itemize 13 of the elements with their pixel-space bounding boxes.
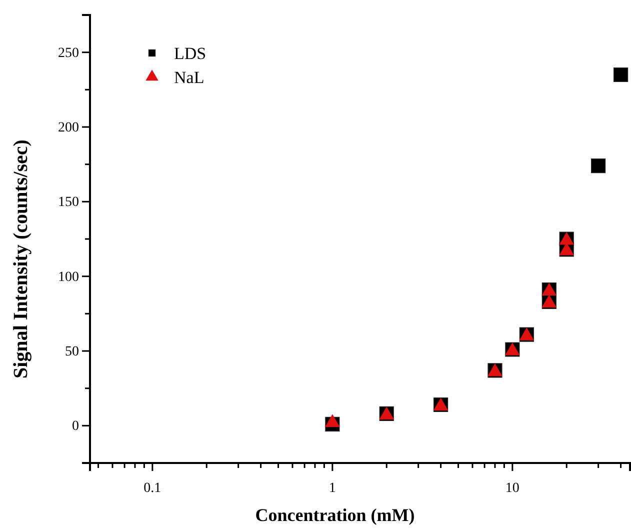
legend-label: NaL <box>174 68 204 87</box>
y-tick-label: 0 <box>72 419 79 434</box>
x-axis-title: Concentration (mM) <box>255 505 415 525</box>
y-tick-label: 250 <box>58 46 79 61</box>
y-axis-title: Signal Intensity (counts/sec) <box>10 140 32 378</box>
y-tick-label: 150 <box>58 195 79 210</box>
y-tick-label: 100 <box>58 270 79 285</box>
x-tick-label: 10 <box>505 481 520 496</box>
y-tick-label: 200 <box>58 120 79 136</box>
x-tick-label: 0.1 <box>144 481 162 496</box>
y-tick-label: 50 <box>65 344 79 360</box>
x-tick-label: 1 <box>328 481 336 496</box>
legend-label: LDS <box>174 44 206 63</box>
